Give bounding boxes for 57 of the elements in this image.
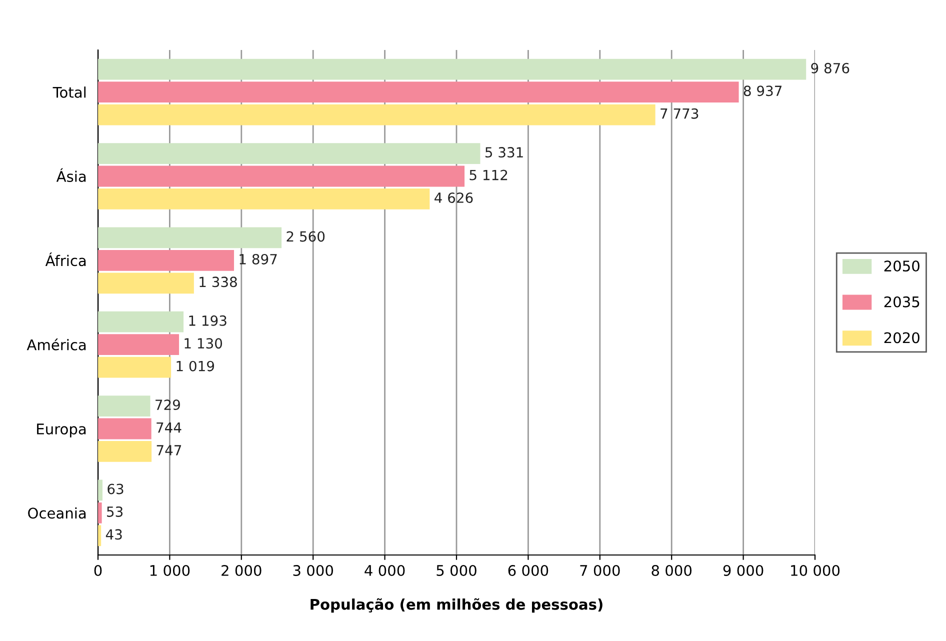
bar xyxy=(98,525,102,546)
bar xyxy=(98,502,102,524)
bar xyxy=(98,396,150,416)
x-tick-label: 7 000 xyxy=(580,564,620,576)
data-label: 1 338 xyxy=(200,276,237,288)
data-label: 7 773 xyxy=(660,108,698,119)
data-label: 5 331 xyxy=(485,147,523,158)
data-label: 1 130 xyxy=(184,338,222,349)
bar xyxy=(98,166,465,187)
y-tick-label: Europa xyxy=(37,424,86,438)
x-tick-label: 9 000 xyxy=(723,564,764,576)
data-label: 8 937 xyxy=(744,86,782,96)
bar xyxy=(98,441,152,462)
y-tick-label: África xyxy=(45,252,86,266)
legend-label: 2035 xyxy=(884,296,920,308)
data-label: 2 560 xyxy=(286,231,325,242)
x-tick-label: 1 000 xyxy=(150,564,190,576)
x-axis-title: População (em milhões de pessoas) xyxy=(310,598,602,613)
y-tick-label: Ásia xyxy=(56,168,86,182)
data-label: 1 019 xyxy=(176,360,214,372)
x-tick-label: 4 000 xyxy=(364,564,405,576)
legend-label: 2050 xyxy=(884,260,920,272)
bar xyxy=(98,311,184,332)
bar xyxy=(98,188,430,210)
y-tick-label: Total xyxy=(52,86,86,98)
bar xyxy=(98,418,152,440)
bar xyxy=(98,227,282,248)
bar xyxy=(98,480,103,501)
bar xyxy=(98,58,806,80)
data-label: 53 xyxy=(107,506,123,517)
x-tick-label: 0 xyxy=(94,564,102,576)
data-label: 729 xyxy=(156,400,180,410)
x-tick-label: 2 000 xyxy=(222,564,262,576)
data-label: 1 193 xyxy=(189,315,226,326)
x-tick-label: 6 000 xyxy=(508,564,548,576)
legend-label: 2020 xyxy=(884,332,920,344)
x-tick-label: 10 000 xyxy=(791,564,840,576)
bar xyxy=(98,82,739,103)
y-tick-label: América xyxy=(26,338,86,350)
data-label: 1 897 xyxy=(240,254,277,264)
data-label: 4 626 xyxy=(434,192,473,204)
bar xyxy=(98,143,480,164)
bar xyxy=(98,250,234,271)
x-tick-label: 8 000 xyxy=(652,564,692,576)
bar xyxy=(98,272,194,294)
x-tick-label: 3 000 xyxy=(293,564,334,576)
bar xyxy=(98,356,172,378)
data-label: 9 876 xyxy=(811,62,850,74)
data-label: 43 xyxy=(106,529,122,540)
data-label: 63 xyxy=(108,484,124,494)
data-label: 747 xyxy=(156,445,182,456)
bar xyxy=(98,334,180,356)
x-tick-label: 5 000 xyxy=(436,564,476,576)
bar xyxy=(98,104,656,126)
y-tick-label: Oceania xyxy=(28,507,86,519)
data-label: 5 112 xyxy=(470,170,508,180)
data-label: 744 xyxy=(156,422,182,433)
